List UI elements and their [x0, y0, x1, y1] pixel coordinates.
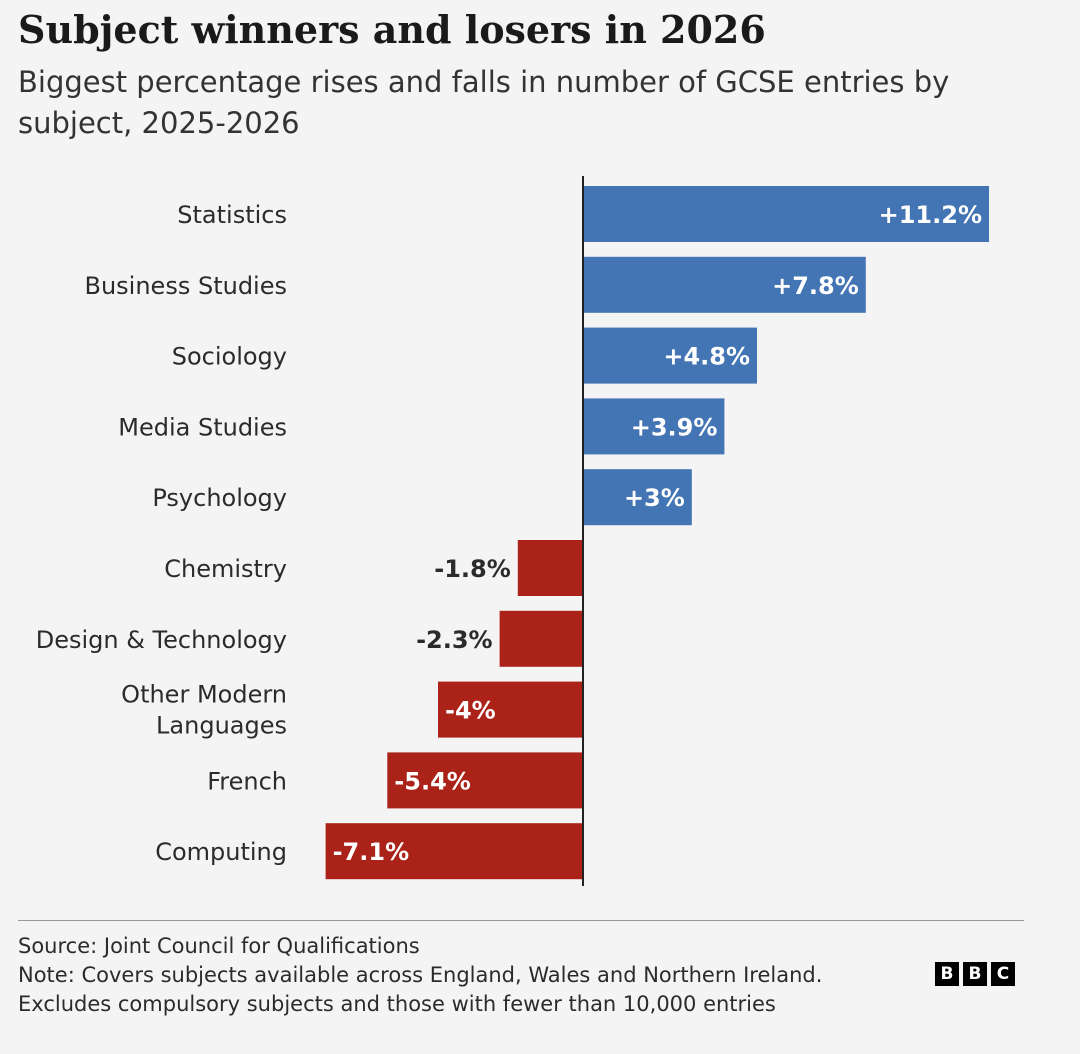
bar-1 — [583, 256, 866, 313]
bar-2 — [583, 327, 757, 384]
category-label-3: Media Studies — [118, 413, 287, 441]
bar-chart: Statistics +11.2% Business Studies +7.8% Soc… — [36, 176, 989, 886]
note-text: Note: Covers subjects available across E… — [18, 963, 823, 987]
category-label-7: Other Modern Languages — [121, 681, 287, 740]
value-label-7: -4% — [445, 697, 496, 725]
category-label-8: French — [207, 767, 287, 795]
category-label-5: Chemistry — [164, 555, 287, 583]
bar-9 — [325, 823, 583, 880]
footer-divider — [18, 920, 1024, 921]
category-label-0: Statistics — [177, 201, 287, 229]
value-label-4: +3% — [624, 484, 685, 512]
value-label-8: -5.4% — [394, 767, 471, 795]
value-label-3: +3.9% — [631, 413, 718, 441]
bbc-logo: B B C — [935, 962, 1015, 986]
category-label-9: Computing — [155, 838, 287, 866]
category-label-2: Sociology — [172, 343, 287, 371]
value-label-0: +11.2% — [879, 201, 982, 229]
value-label-9: -7.1% — [333, 838, 410, 866]
chart-subtitle: Biggest percentage rises and falls in nu… — [18, 65, 950, 140]
category-label-1: Business Studies — [85, 272, 288, 300]
bar-8 — [387, 752, 584, 809]
value-label-1: +7.8% — [772, 272, 859, 300]
bar-5 — [517, 540, 584, 596]
bbc-logo-block-2: B — [963, 962, 987, 986]
category-label-6: Design & Technology — [36, 626, 287, 654]
footer: Source: Joint Council for Qualifications… — [18, 932, 918, 1019]
bar-3 — [583, 398, 725, 455]
bar-4 — [583, 469, 692, 526]
value-label-2: +4.8% — [663, 343, 750, 371]
category-label-4: Psychology — [152, 484, 287, 512]
note-text-continued: Excludes compulsory subjects and those w… — [18, 992, 776, 1016]
source-text: Source: Joint Council for Qualifications — [18, 934, 420, 958]
bar-0 — [583, 186, 989, 242]
value-label-5: -1.8% — [434, 555, 511, 583]
value-label-6: -2.3% — [416, 626, 493, 654]
bbc-logo-block-3: C — [991, 962, 1015, 986]
bar-7 — [438, 681, 583, 738]
bbc-logo-block-1: B — [935, 962, 959, 986]
chart-title: Subject winners and losers in 2026 — [18, 7, 766, 52]
bar-6 — [499, 610, 583, 667]
